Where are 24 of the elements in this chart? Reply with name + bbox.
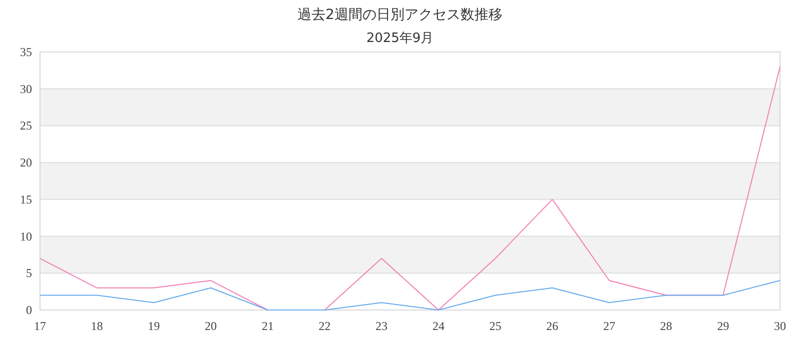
x-tick-label: 18 [90, 319, 103, 333]
x-tick-label: 25 [489, 319, 502, 333]
y-tick-label: 5 [26, 266, 32, 280]
x-tick-label: 26 [546, 319, 558, 333]
x-tick-label: 20 [204, 319, 217, 333]
x-tick-label: 23 [376, 319, 388, 333]
y-tick-label: 0 [26, 303, 32, 317]
y-tick-label: 10 [20, 229, 32, 244]
y-tick-label: 15 [20, 192, 32, 206]
x-tick-label: 17 [34, 319, 46, 333]
y-tick-label: 20 [20, 156, 32, 170]
y-tick-label: 25 [20, 118, 32, 133]
y-tick-label: 30 [20, 82, 32, 96]
x-tick-label: 29 [717, 319, 730, 333]
subtitle: 2025年9月 [366, 31, 434, 46]
x-tick-label: 28 [660, 319, 672, 333]
y-tick-label: 35 [20, 45, 32, 59]
x-tick-label: 21 [262, 319, 274, 333]
x-tick-label: 30 [774, 319, 786, 333]
x-tick-label: 19 [148, 319, 160, 333]
x-tick-label: 24 [432, 319, 444, 333]
x-tick-label: 27 [603, 319, 616, 333]
x-tick-label: 22 [318, 319, 331, 333]
title: 過去2週間の日別アクセス数推移 [298, 7, 502, 23]
